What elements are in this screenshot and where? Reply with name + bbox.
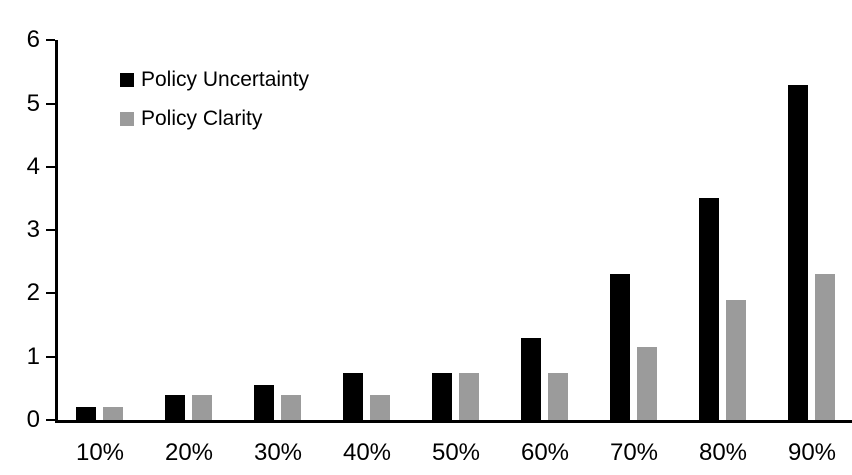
y-tick-mark-1 [46,356,55,358]
bar-policy-uncertainty-20 [165,395,185,420]
bar-policy-clarity-30 [281,395,301,420]
x-category-label-50: 50% [431,439,481,466]
y-tick-label-2: 2 [26,279,40,306]
bar-policy-clarity-40 [370,395,390,420]
bar-policy-uncertainty-10 [76,407,96,420]
legend-swatch-policy-uncertainty [120,73,134,87]
legend-label-policy-uncertainty: Policy Uncertainty [141,68,310,91]
x-category-label-40: 40% [342,439,392,466]
bar-policy-clarity-20 [192,395,212,420]
y-tick-mark-3 [46,229,55,231]
bar-policy-clarity-60 [548,373,568,420]
x-category-label-70: 70% [609,439,659,466]
y-tick-label-1: 1 [26,343,40,370]
x-category-label-20: 20% [164,439,214,466]
x-axis-line [55,420,852,423]
y-tick-mark-5 [46,103,55,105]
x-category-label-30: 30% [253,439,303,466]
bar-policy-clarity-10 [103,407,123,420]
bar-policy-uncertainty-50 [432,373,452,420]
legend: Policy Uncertainty Policy Clarity [120,68,309,146]
bar-policy-uncertainty-60 [521,338,541,420]
bar-policy-clarity-80 [726,300,746,420]
x-category-label-60: 60% [520,439,570,466]
y-tick-label-4: 4 [26,153,40,180]
y-tick-mark-6 [46,39,55,41]
bar-policy-uncertainty-40 [343,373,363,420]
legend-item-policy-uncertainty: Policy Uncertainty [120,68,309,92]
y-tick-mark-0 [46,419,55,421]
bar-policy-clarity-90 [815,274,835,420]
x-category-label-80: 80% [698,439,748,466]
y-tick-label-0: 0 [26,406,40,433]
bar-policy-uncertainty-80 [699,198,719,420]
y-tick-mark-4 [46,166,55,168]
y-tick-label-6: 6 [26,26,40,53]
legend-label-policy-clarity: Policy Clarity [141,107,263,130]
legend-item-policy-clarity: Policy Clarity [120,107,309,131]
x-category-label-10: 10% [75,439,125,466]
bar-policy-uncertainty-90 [788,85,808,420]
y-tick-label-5: 5 [26,90,40,117]
bar-policy-uncertainty-30 [254,385,274,420]
bar-policy-clarity-50 [459,373,479,420]
bar-policy-clarity-70 [637,347,657,420]
x-category-label-90: 90% [787,439,837,466]
y-tick-mark-2 [46,292,55,294]
legend-swatch-policy-clarity [120,112,134,126]
y-tick-label-3: 3 [26,216,40,243]
y-axis-line [55,40,58,423]
bar-policy-uncertainty-70 [610,274,630,420]
